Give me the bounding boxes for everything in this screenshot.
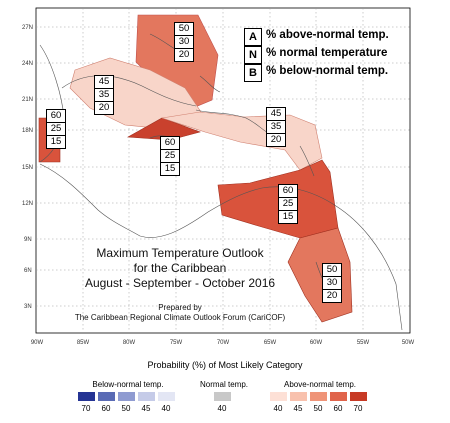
legend-tick: 45 [293,404,303,413]
above-prob: 45 [95,76,113,89]
region-label-cuba: 45 35 20 [94,75,114,115]
legend-swatch [78,392,95,401]
legend-tick: 70 [81,404,91,413]
normal-prob: 25 [161,150,179,163]
legend-swatch [270,392,287,401]
legend-tick: 40 [161,404,171,413]
outlook-regions [38,14,353,323]
key-box-below: B [244,64,262,82]
legend-swatch [158,392,175,401]
prepared-by-organization: The Caribbean Regional Climate Outlook F… [74,313,286,322]
legend-tick: 40 [217,404,227,413]
region-label-jamaica: 60 25 15 [160,136,180,176]
lat-label: 3N [24,304,32,310]
region-label-belize: 60 25 15 [46,109,66,149]
lat-label: 6N [24,268,32,274]
below-prob: 15 [50,136,62,147]
legend-tick: 40 [273,404,283,413]
key-box-above: A [244,28,262,46]
lat-label: 18N [22,128,33,134]
lat-label: 21N [22,97,33,103]
legend-tick: 60 [333,404,343,413]
legend-swatch [98,392,115,401]
below-prob: 20 [178,49,190,60]
normal-prob: 30 [323,277,341,290]
lon-label: 75W [170,340,183,346]
key-text-below: % below-normal temp. [266,65,389,77]
above-prob: 50 [175,23,193,36]
legend-tick: 45 [141,404,151,413]
prepared-by: Prepared by [158,303,202,312]
normal-prob: 30 [175,36,193,49]
lon-label: 85W [77,340,90,346]
lon-label: 55W [357,340,370,346]
above-prob: 60 [161,137,179,150]
map-title-line2: for the Caribbean [133,261,227,275]
legend-normal-label: Normal temp. [199,380,248,389]
legend-swatch [350,392,367,401]
legend-swatch [138,392,155,401]
below-prob: 15 [282,211,294,222]
legend-tick: 50 [121,404,131,413]
region-bahamas [135,14,219,111]
legend-tick: 50 [313,404,323,413]
above-prob: 50 [323,264,341,277]
legend-below-label: Below-normal temp. [92,380,164,389]
region-label-guianas: 50 30 20 [322,263,342,303]
key-text-above: % above-normal temp. [266,29,389,41]
key-box-normal: N [244,46,262,64]
key-text-normal: % normal temperature [266,47,388,59]
legend-swatch [118,392,135,401]
legend-tick: 60 [101,404,111,413]
region-label-eastern-caribbean: 45 35 20 [266,107,286,147]
map-title-line3: August - September - October 2016 [84,276,276,290]
lat-label: 15N [22,165,33,171]
legend-title: Probability (%) of Most Likely Category [147,360,303,370]
below-prob: 20 [326,290,338,301]
normal-prob: 25 [47,123,65,136]
region-jamaica [126,117,201,141]
normal-prob: 35 [267,121,285,134]
lon-label: 70W [217,340,230,346]
above-prob: 60 [47,110,65,123]
below-prob: 20 [270,134,282,145]
region-label-southern-caribbean: 60 25 15 [278,184,298,224]
region-label-bahamas: 50 30 20 [174,22,194,62]
legend-swatch [214,392,231,401]
above-prob: 60 [279,185,297,198]
lat-label: 12N [22,201,33,207]
legend-above-label: Above-normal temp. [283,380,357,389]
lon-label: 65W [264,340,277,346]
latitude-labels: 27N 24N 21N 18N 15N 12N 9N 6N 3N [22,25,33,310]
lon-label: 90W [31,340,44,346]
legend-swatch [310,392,327,401]
lon-label: 50W [402,340,415,346]
normal-prob: 25 [279,198,297,211]
lat-label: 9N [24,237,32,243]
above-prob: 45 [267,108,285,121]
lon-label: 60W [310,340,323,346]
below-prob: 15 [164,163,176,174]
normal-prob: 35 [95,89,113,102]
below-prob: 20 [98,102,110,113]
map-title-line1: Maximum Temperature Outlook [96,246,264,260]
legend-swatch [290,392,307,401]
lon-label: 80W [123,340,136,346]
lat-label: 24N [22,61,33,67]
lat-label: 27N [22,25,33,31]
legend-swatch [330,392,347,401]
longitude-labels: 90W 85W 80W 75W 70W 65W 60W 55W 50W [31,340,415,346]
legend-tick: 70 [353,404,363,413]
